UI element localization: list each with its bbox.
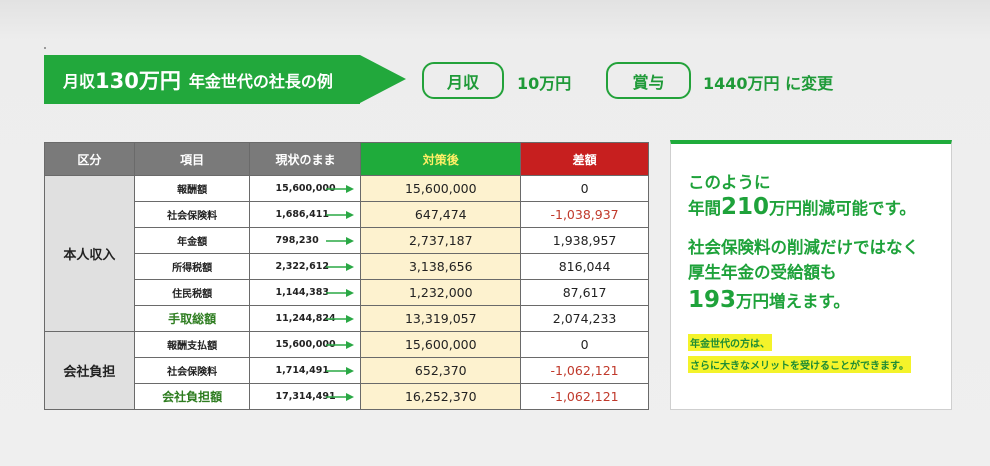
item-cell: 住民税額	[133, 279, 251, 306]
banner-prefix: 月収	[63, 71, 96, 91]
summary-line2: 年間210万円削減可能です。	[688, 195, 951, 221]
summary-line5-suffix: 万円増えます。	[736, 292, 850, 311]
category-cell: 本人収入	[44, 175, 135, 332]
difference-cell: -1,062,121	[520, 357, 649, 384]
item-cell: 年金額	[133, 227, 251, 254]
table-row: 会社負担 報酬支払額 15,600,000 15,600,000 0	[44, 331, 649, 410]
summary-reduction-amount: 210	[721, 194, 770, 220]
summary-line3: 社会保険料の削減だけではなく	[688, 238, 919, 257]
difference-cell: 87,617	[520, 279, 649, 306]
current-value-cell: 1,144,383	[249, 279, 362, 306]
current-value: 11,244,824	[275, 313, 336, 324]
table-row: 住民税額 1,144,383 1,232,000 87,617	[45, 279, 649, 306]
current-value-cell: 15,600,000	[249, 175, 362, 202]
header-category: 区分	[44, 142, 135, 176]
current-value-cell: 1,686,411	[249, 201, 362, 228]
header-current: 現状のまま	[249, 142, 362, 176]
after-value-cell: 15,600,000	[360, 331, 522, 358]
decorative-dot	[44, 47, 46, 49]
header-item: 項目	[133, 142, 251, 176]
difference-cell: -1,062,121	[520, 383, 649, 410]
summary-box: このように 年間210万円削減可能です。 社会保険料の削減だけではなく 厚生年金…	[670, 140, 952, 410]
summary-line2-prefix: 年間	[688, 199, 721, 218]
table-row: 会社負担額 17,314,491 16,252,370 -1,062,121	[45, 383, 649, 410]
table-row: 手取総額 11,244,824 13,319,057 2,074,233	[45, 305, 649, 332]
current-value: 17,314,491	[275, 391, 336, 402]
item-cell: 会社負担額	[133, 383, 251, 410]
table-header-row: 区分 項目 現状のまま 対策後 差額	[44, 142, 649, 176]
current-value: 1,144,383	[275, 287, 329, 298]
bonus-value: 1440万円 に変更	[703, 74, 834, 93]
item-cell: 報酬額	[133, 175, 251, 202]
after-value-cell: 2,737,187	[360, 227, 522, 254]
header-banner: 月収 130万円 年金世代の社長の例	[44, 55, 406, 104]
current-value: 15,600,000	[275, 339, 336, 350]
table-row: 社会保険料 1,714,491 652,370 -1,062,121	[45, 357, 649, 384]
note-line1: 年金世代の方は、	[688, 334, 772, 351]
item-cell: 社会保険料	[133, 357, 251, 384]
table-row: 年金額 798,230 2,737,187 1,938,957	[45, 227, 649, 254]
current-value-cell: 798,230	[249, 227, 362, 254]
header-difference: 差額	[520, 142, 649, 176]
bonus-pill: 賞与	[606, 62, 691, 99]
after-value-cell: 16,252,370	[360, 383, 522, 410]
category-cell: 会社負担	[44, 331, 135, 410]
monthly-pay-pill: 月収	[422, 62, 504, 99]
current-value: 15,600,000	[275, 183, 336, 194]
current-value: 1,686,411	[275, 209, 329, 220]
difference-cell: 0	[520, 175, 649, 202]
difference-cell: 816,044	[520, 253, 649, 280]
current-value-cell: 1,714,491	[249, 357, 362, 384]
current-value-cell: 11,244,824	[249, 305, 362, 332]
after-value-cell: 652,370	[360, 357, 522, 384]
after-value-cell: 1,232,000	[360, 279, 522, 306]
difference-cell: 1,938,957	[520, 227, 649, 254]
table-row: 本人収入 報酬額 15,600,000 15,600,000 0	[44, 175, 649, 332]
comparison-table: 区分 項目 現状のまま 対策後 差額 本人収入 報酬額 15,600,000 15,6…	[44, 142, 649, 410]
monthly-pay-value: 10万円	[517, 74, 572, 93]
header-after: 対策後	[360, 142, 522, 176]
after-value-cell: 13,319,057	[360, 305, 522, 332]
banner-amount: 130万円	[95, 68, 181, 93]
current-value: 798,230	[275, 235, 319, 246]
current-value-cell: 17,314,491	[249, 383, 362, 410]
summary-line4: 厚生年金の受給額も	[688, 263, 837, 282]
current-value: 1,714,491	[275, 365, 329, 376]
after-value-cell: 647,474	[360, 201, 522, 228]
banner-subtitle: 年金世代の社長の例	[188, 71, 333, 91]
summary-pension-increase: 193	[688, 287, 737, 313]
item-cell: 手取総額	[133, 305, 251, 332]
table-row: 所得税額 2,322,612 3,138,656 816,044	[45, 253, 649, 280]
current-value: 2,322,612	[275, 261, 329, 272]
summary-note: 年金世代の方は、 さらに大きなメリットを受けることができます。	[688, 334, 951, 378]
after-value-cell: 3,138,656	[360, 253, 522, 280]
table-row: 社会保険料 1,686,411 647,474 -1,038,937	[45, 201, 649, 228]
item-cell: 所得税額	[133, 253, 251, 280]
summary-line2-suffix: 万円削減可能です。	[769, 199, 916, 218]
summary-line5: 193万円増えます。	[688, 288, 951, 314]
difference-cell: 2,074,233	[520, 305, 649, 332]
item-cell: 社会保険料	[133, 201, 251, 228]
summary-line1: このように	[688, 173, 771, 192]
note-line2: さらに大きなメリットを受けることができます。	[688, 356, 911, 373]
item-cell: 報酬支払額	[133, 331, 251, 358]
difference-cell: 0	[520, 331, 649, 358]
difference-cell: -1,038,937	[520, 201, 649, 228]
current-value-cell: 2,322,612	[249, 253, 362, 280]
after-value-cell: 15,600,000	[360, 175, 522, 202]
current-value-cell: 15,600,000	[249, 331, 362, 358]
